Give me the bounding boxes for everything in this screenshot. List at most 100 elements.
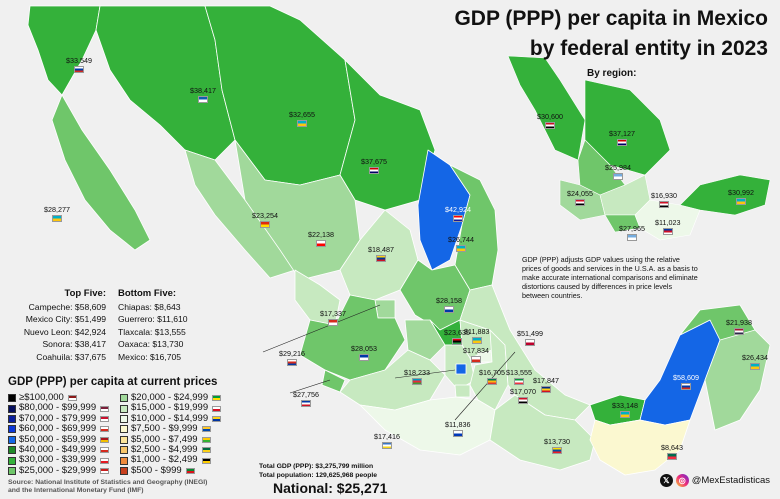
legend-label: $5,000 - $7,499 — [131, 433, 198, 445]
state-value: $8,643 — [661, 443, 683, 452]
flag-icon — [470, 356, 481, 363]
legend-item: $2,500 - $4,999 — [120, 443, 221, 455]
state-label: $51,499 — [517, 329, 543, 346]
top-five-item: Nuevo Leon: $42,924 — [23, 326, 106, 337]
state-label: $28,158 — [436, 296, 462, 313]
region-value: $16,930 — [651, 191, 677, 200]
state-value: $27,756 — [293, 390, 319, 399]
flag-icon — [201, 457, 211, 464]
handle-text: @MexEstadisticas — [691, 475, 770, 486]
flag-icon — [197, 96, 208, 103]
legend-item: $500 - $999 — [120, 465, 221, 476]
source-line-2: and the International Monetary Fund (IMF… — [8, 487, 144, 494]
top-five-item: Mexico City: $51,499 — [25, 314, 106, 324]
state-label: $13,555 — [506, 368, 532, 385]
region-value: $27,965 — [619, 224, 645, 233]
state-value: $18,233 — [404, 368, 430, 377]
state-value: $11,883 — [464, 327, 490, 336]
flag-icon — [100, 436, 110, 443]
flag-icon — [212, 415, 222, 422]
flag-icon — [358, 354, 369, 361]
flag-icon — [662, 228, 673, 235]
region-value: $11,023 — [655, 218, 681, 227]
state-value: $32,655 — [289, 110, 315, 119]
state-label: $58,609 — [673, 373, 699, 390]
state-label: $17,070 — [510, 387, 536, 404]
state-value: $37,675 — [361, 157, 387, 166]
legend-label: $15,000 - $19,999 — [131, 402, 209, 414]
flag-icon — [551, 447, 562, 454]
regions-inset — [507, 55, 771, 241]
flag-icon — [452, 430, 463, 437]
state-value: $28,053 — [351, 344, 377, 353]
legend-swatch — [8, 446, 16, 455]
state-value: $11,836 — [445, 420, 471, 429]
legend-label: $50,000 - $59,999 — [19, 433, 97, 445]
flag-icon — [201, 447, 211, 454]
flag-icon — [540, 386, 551, 393]
state-label: $32,655 — [289, 110, 315, 127]
source-line-1: Source: National Institute of Statistics… — [8, 479, 208, 486]
bottom-five-item: Oaxaca: $13,730 — [118, 339, 184, 349]
state-value: $23,635 — [444, 328, 470, 337]
legend-label: $60,000 - $69,999 — [19, 423, 97, 435]
legend-item: $15,000 - $19,999 — [120, 402, 222, 414]
legend-label: $70,000 - $79,999 — [19, 412, 97, 424]
legend-right-column: $20,000 - $24,999 $15,000 - $19,999 $10,00… — [120, 392, 222, 476]
state-value: $33,549 — [66, 56, 92, 65]
legend-item: $30,000 - $39,999 — [8, 454, 110, 465]
region-label: $27,965 — [619, 224, 645, 241]
legend-item: ≥$100,000 — [8, 392, 109, 403]
flag-icon — [612, 173, 623, 180]
legend-item: $7,500 - $9,999 — [120, 423, 221, 435]
title-line-1: GDP (PPP) per capita in Mexico — [454, 7, 768, 30]
state-label: $17,416 — [374, 432, 400, 449]
flag-icon — [381, 442, 392, 449]
region-southeast — [679, 174, 771, 216]
state-mexico-city — [455, 363, 467, 375]
legend-label: $7,500 - $9,999 — [131, 423, 198, 435]
top-five-item: Campeche: $58,609 — [28, 301, 106, 312]
top-five-item: Sonora: $38,417 — [42, 339, 106, 349]
state-label: $11,836 — [445, 420, 470, 437]
legend-title: GDP (PPP) per capita at current prices — [8, 376, 218, 388]
state-coahuila — [339, 59, 436, 211]
state-label: $21,938 — [726, 318, 752, 335]
social-handle[interactable]: 𝕏 ◎ @MexEstadisticas — [659, 474, 770, 487]
state-label: $17,337 — [320, 309, 346, 326]
legend-item: $5,000 - $7,499 — [120, 433, 221, 445]
flag-icon — [735, 198, 746, 205]
totals: Total GDP (PPP): $3,275,799 million Tota… — [259, 462, 377, 480]
state-label: $26,744 — [448, 235, 474, 252]
state-aguascalientes — [374, 299, 396, 319]
legend-item: $70,000 - $79,999 — [8, 412, 110, 424]
region-value: $30,992 — [728, 188, 754, 197]
state-label: $37,675 — [361, 157, 387, 174]
region-northwest — [507, 55, 586, 161]
flag-icon — [666, 453, 677, 460]
leader-lines — [262, 304, 516, 421]
legend-label: $2,500 - $4,999 — [131, 443, 198, 455]
state-label: $18,233 — [404, 368, 430, 385]
state-label: $26,434 — [742, 353, 768, 370]
state-oaxaca — [489, 394, 596, 471]
flag-icon — [212, 395, 222, 402]
x-logo-icon: 𝕏 — [659, 474, 673, 487]
flag-icon — [327, 319, 338, 326]
flag-icon — [100, 467, 110, 474]
region-label: $30,600 — [537, 112, 563, 129]
flag-icon — [517, 397, 528, 404]
flag-icon — [574, 199, 585, 206]
state-baja-california — [27, 5, 101, 96]
total-gdp: Total GDP (PPP): $3,275,799 million — [259, 463, 374, 470]
region-label: $37,127 — [609, 129, 635, 146]
flag-icon — [51, 215, 62, 222]
state-label: $33,148 — [612, 401, 638, 418]
state-label: $38,417 — [190, 86, 216, 103]
flag-icon — [100, 415, 110, 422]
instagram-icon: ◎ — [675, 474, 689, 487]
state-value: $17,416 — [374, 432, 400, 441]
flag-icon — [443, 306, 454, 313]
state-value: $18,487 — [368, 245, 394, 254]
